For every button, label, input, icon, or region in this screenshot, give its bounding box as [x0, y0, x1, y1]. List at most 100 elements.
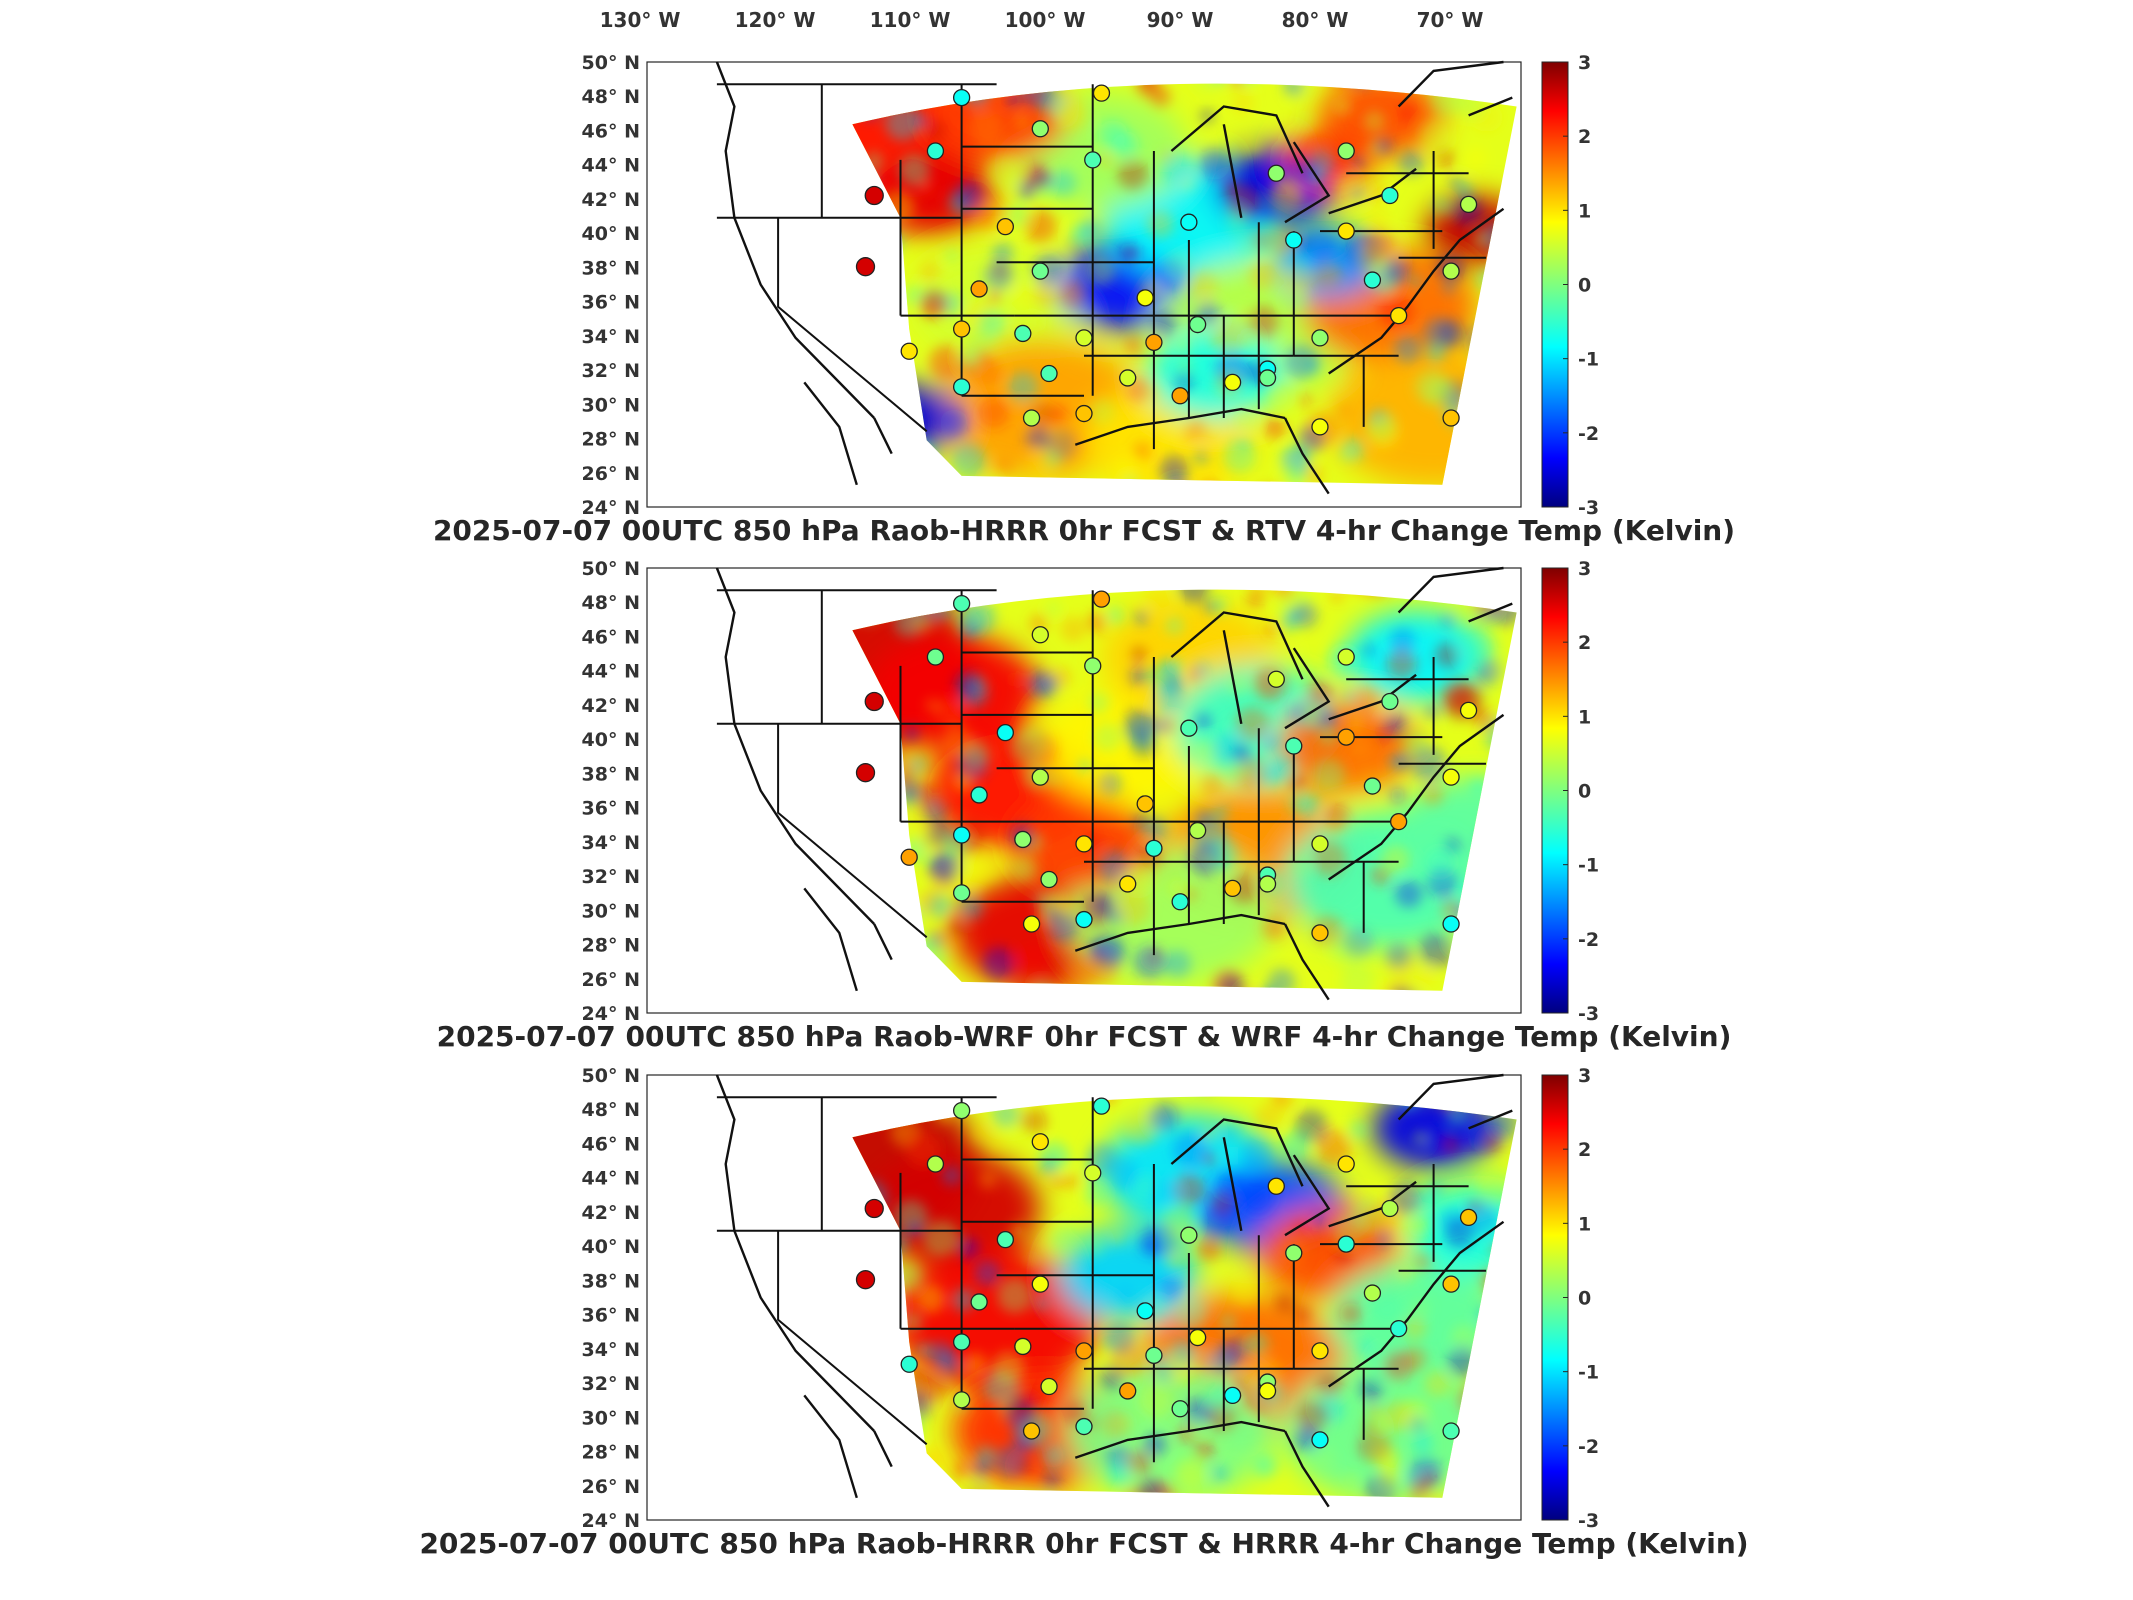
longitude-label: 80° W: [1282, 8, 1349, 32]
latitude-label: 40° N: [582, 1236, 640, 1258]
latitude-label: 46° N: [582, 120, 640, 142]
colorbar-tick-label: 1: [1578, 1213, 1591, 1235]
station-marker: [1145, 839, 1163, 857]
latitude-label: 46° N: [582, 1133, 640, 1155]
colorbar-tick-label: 0: [1578, 781, 1591, 803]
station-marker: [855, 257, 876, 277]
station-marker: [1092, 590, 1111, 608]
station-marker: [1311, 924, 1329, 942]
latitude-label: 28° N: [582, 935, 640, 957]
station-marker: [1381, 692, 1399, 711]
latitude-label: 50° N: [582, 52, 640, 74]
station-marker: [1119, 1382, 1137, 1400]
station-marker: [900, 1355, 918, 1373]
station-marker: [952, 826, 971, 844]
latitude-label: 48° N: [582, 86, 640, 108]
station-marker: [1258, 1382, 1277, 1400]
longitude-label: 110° W: [870, 8, 951, 32]
station-marker: [952, 1101, 971, 1120]
station-marker: [1311, 329, 1329, 347]
latitude-labels: 50° N 48° N 46° N 44° N 42° N 40° N 38° N 36° N…: [582, 558, 640, 1025]
station-marker: [1363, 1284, 1382, 1302]
colorbar-tick-label: 3: [1578, 52, 1591, 74]
latitude-label: 36° N: [582, 798, 640, 820]
station-marker: [1075, 1417, 1093, 1436]
latitude-label: 32° N: [582, 866, 640, 888]
station-marker: [1258, 369, 1277, 387]
station-marker: [1075, 404, 1093, 423]
station-marker: [1459, 1208, 1478, 1227]
station-marker: [1014, 1337, 1032, 1356]
station-marker: [952, 1391, 971, 1409]
station-marker: [952, 320, 971, 338]
station-marker: [1022, 409, 1041, 427]
station-marker: [1031, 768, 1049, 786]
station-marker: [970, 280, 988, 298]
colorbar-tick-label: 3: [1578, 558, 1591, 580]
station-marker: [1092, 1097, 1111, 1115]
latitude-label: 24° N: [582, 1510, 640, 1532]
station-marker: [1337, 142, 1355, 160]
colorbar-tick-label: 2: [1578, 1139, 1591, 1161]
station-marker: [1267, 164, 1285, 182]
latitude-label: 44° N: [582, 155, 640, 177]
longitude-label: 90° W: [1147, 8, 1214, 32]
station-marker: [1014, 324, 1032, 343]
station-marker: [1311, 1342, 1329, 1360]
longitude-labels: 130° W 120° W 110° W 100° W 90° W 80° W 70° W: [600, 8, 1484, 32]
station-marker: [1040, 870, 1058, 889]
colorbar-tick-label: -2: [1578, 929, 1599, 951]
colorbar-tick-label: -1: [1578, 349, 1599, 371]
colorbar-tick-label: 2: [1578, 632, 1591, 654]
colorbar: 3 2 1 0 -1 -2 -3: [1541, 52, 1599, 519]
station-marker: [1459, 701, 1478, 720]
station-marker: [1267, 1177, 1285, 1195]
latitude-label: 44° N: [582, 661, 640, 683]
station-marker: [970, 1293, 988, 1311]
station-marker: [1180, 213, 1198, 231]
station-marker: [1337, 728, 1355, 746]
latitude-label: 34° N: [582, 832, 640, 854]
map-panel: 50° N 48° N 46° N 44° N 42° N 40° N 38° N 36° N…: [433, 52, 1735, 547]
station-marker: [1223, 1386, 1242, 1405]
station-marker: [970, 786, 988, 804]
station-marker: [900, 342, 918, 360]
latitude-label: 24° N: [582, 497, 640, 519]
latitude-label: 38° N: [582, 1270, 640, 1292]
colorbar-tick-label: 2: [1578, 126, 1591, 148]
station-marker: [1442, 1422, 1460, 1440]
colorbar-tick-label: -1: [1578, 855, 1599, 877]
station-marker: [952, 378, 971, 396]
station-marker: [1389, 1320, 1408, 1338]
station-marker: [1311, 835, 1329, 853]
station-marker: [1136, 289, 1154, 307]
latitude-label: 40° N: [582, 729, 640, 751]
station-marker: [996, 1231, 1014, 1249]
station-marker: [1459, 195, 1478, 214]
station-marker: [1040, 1377, 1058, 1396]
station-marker: [952, 884, 971, 902]
station-marker: [1022, 1422, 1041, 1440]
station-marker: [1031, 1133, 1049, 1151]
colorbar-tick-label: 0: [1578, 275, 1591, 297]
colorbar-tick-label: 1: [1578, 200, 1591, 222]
station-marker: [952, 1333, 971, 1351]
station-marker: [1092, 84, 1111, 102]
latitude-label: 26° N: [582, 463, 640, 485]
panel-title: 2025-07-07 00UTC 850 hPa Raob-HRRR 0hr F…: [419, 1527, 1748, 1560]
station-marker: [1188, 821, 1207, 840]
colorbar-tick-label: -3: [1578, 1510, 1599, 1532]
station-marker: [996, 217, 1014, 236]
station-marker: [1285, 231, 1303, 249]
colorbar: 3 2 1 0 -1 -2 -3: [1541, 558, 1599, 1025]
colorbar: 3 2 1 0 -1 -2 -3: [1541, 1065, 1599, 1532]
station-marker: [1311, 418, 1329, 436]
latitude-label: 26° N: [582, 1476, 640, 1498]
station-marker: [1031, 262, 1049, 280]
station-marker: [1381, 186, 1399, 205]
latitude-label: 30° N: [582, 1407, 640, 1429]
map-panel: 50° N 48° N 46° N 44° N 42° N 40° N 38° N 36° N…: [419, 1065, 1748, 1560]
map-panel: 50° N 48° N 46° N 44° N 42° N 40° N 38° N 36° N…: [437, 558, 1732, 1053]
latitude-label: 44° N: [582, 1168, 640, 1190]
station-marker: [1136, 1302, 1154, 1320]
